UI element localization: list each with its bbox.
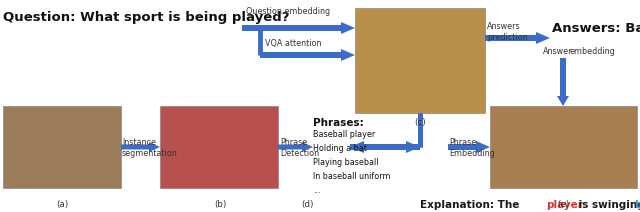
Text: Explanation: The: Explanation: The: [420, 200, 523, 210]
Text: Phrase
Detection: Phrase Detection: [280, 138, 319, 158]
FancyArrow shape: [350, 141, 420, 153]
Text: Baseball player: Baseball player: [313, 130, 375, 139]
Text: Question: What sport is being played?: Question: What sport is being played?: [3, 11, 289, 25]
Text: Instance
segmentation: Instance segmentation: [122, 138, 178, 158]
Bar: [490, 106, 637, 188]
Text: (e): (e): [557, 200, 569, 209]
FancyArrow shape: [121, 142, 160, 152]
Text: In baseball uniform: In baseball uniform: [313, 172, 390, 181]
Text: bat: bat: [634, 200, 640, 210]
Text: Answers
prediction: Answers prediction: [487, 22, 527, 42]
Text: (d): (d): [301, 200, 313, 209]
Text: Phrases:: Phrases:: [313, 118, 364, 128]
Text: ...: ...: [313, 186, 321, 195]
Bar: [160, 106, 278, 188]
Text: Question embedding: Question embedding: [246, 7, 330, 16]
Text: Holding a bat: Holding a bat: [313, 144, 367, 153]
Text: player: player: [546, 200, 583, 210]
Bar: [355, 8, 485, 113]
Text: (a): (a): [56, 200, 68, 209]
FancyArrow shape: [260, 49, 355, 61]
Text: Answer: Answer: [543, 47, 573, 56]
Bar: [3, 106, 121, 188]
FancyArrow shape: [557, 58, 569, 106]
FancyArrow shape: [485, 32, 550, 44]
Text: VQA attention: VQA attention: [265, 39, 321, 48]
FancyArrow shape: [350, 141, 420, 153]
FancyArrow shape: [448, 141, 490, 153]
Text: (b): (b): [214, 200, 226, 209]
Text: Phrase
Embedding: Phrase Embedding: [449, 138, 495, 158]
Text: is swinging a: is swinging a: [575, 200, 640, 210]
FancyArrow shape: [278, 142, 313, 152]
Text: (c): (c): [414, 118, 426, 127]
Text: Answers: Baseball: Answers: Baseball: [552, 22, 640, 35]
Text: Playing baseball: Playing baseball: [313, 158, 378, 167]
Text: embedding: embedding: [570, 47, 616, 56]
FancyArrow shape: [242, 22, 355, 34]
